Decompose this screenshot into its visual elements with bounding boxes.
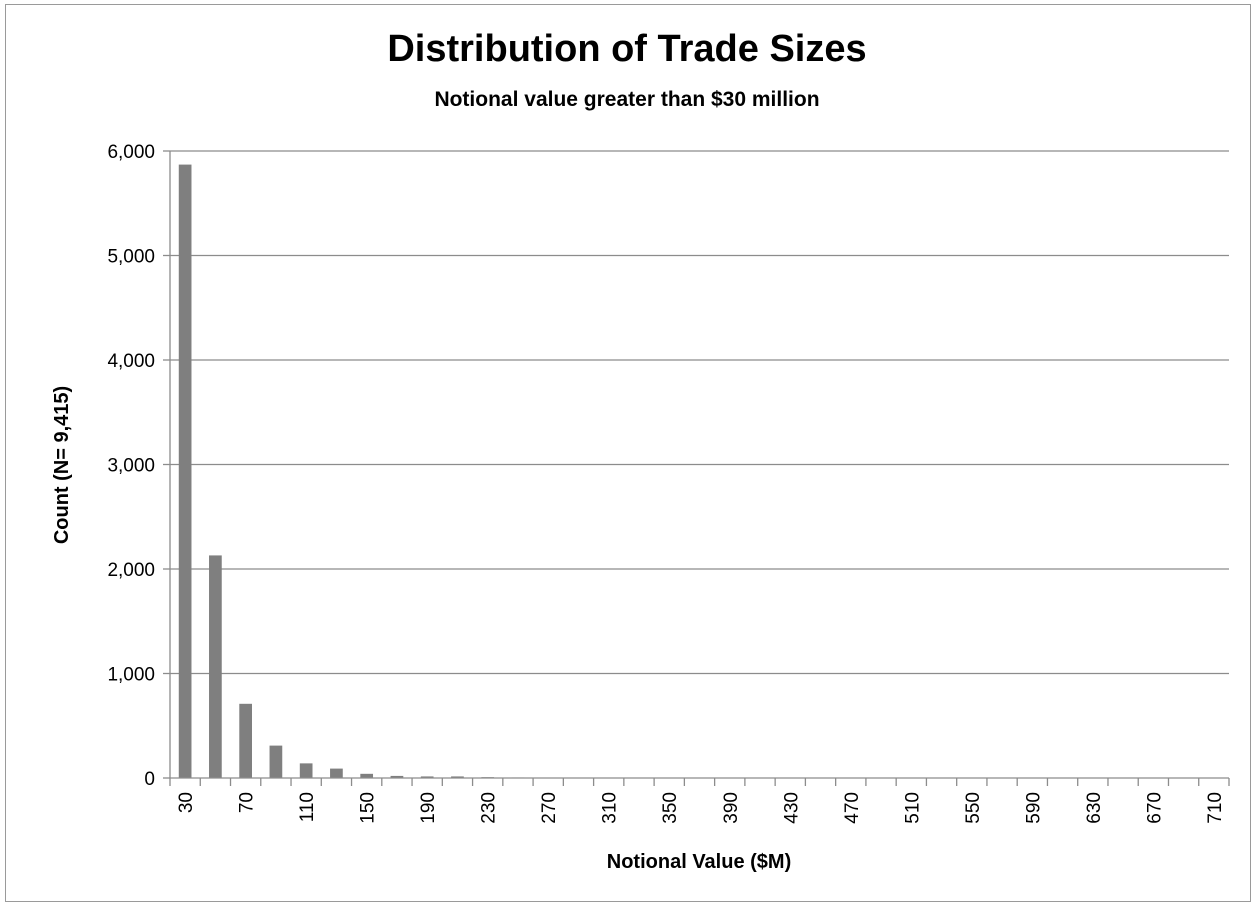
bars [178,164,1221,778]
x-tick-label: 270 [539,792,560,824]
x-axis-title: Notional Value ($M) [607,851,791,873]
x-tick-label: 510 [902,792,923,824]
bar [178,164,192,778]
bar [269,745,283,778]
x-tick-label: 590 [1023,792,1044,824]
y-tick-label: 2,000 [107,560,155,581]
y-tick-label: 6,000 [107,142,155,163]
bar [330,768,343,778]
x-tick-label: 310 [600,792,621,824]
x-tick-label: 190 [418,792,439,824]
x-tick-label: 30 [176,792,197,813]
x-tick-label: 430 [781,792,802,824]
gridlines [170,150,1229,675]
x-tick-label: 70 [237,792,258,813]
y-tick-label: 5,000 [107,247,155,268]
x-tick-label: 350 [660,792,681,824]
chart-title: Distribution of Trade Sizes [387,28,867,70]
x-tick-label: 230 [479,792,500,824]
bar [420,776,434,778]
chart-subtitle: Notional value greater than $30 million [434,88,820,111]
x-tick-label: 710 [1205,792,1226,824]
y-tick-label: 1,000 [107,665,155,686]
x-tick-label: 630 [1084,792,1105,824]
y-tick-label: 3,000 [107,456,155,477]
x-tick-label: 670 [1144,792,1165,824]
y-tick-label: 4,000 [107,351,155,372]
x-tick-label: 550 [963,792,984,824]
x-tick-label: 470 [842,792,863,824]
x-tick-labels: 30 70 110 150 190 230 270 310 350 390 430 470 510 550… [176,792,1226,824]
y-tick-label: 0 [144,769,155,790]
bar [360,773,374,778]
y-tick-labels: 0 1,000 2,000 3,000 4,000 5,000 6,000 [107,142,155,790]
bar [239,703,252,778]
bar [209,555,222,778]
x-tick-label: 110 [297,792,318,822]
axes [163,150,1230,786]
x-tick-label: 390 [721,792,742,824]
y-axis-title: Count (N= 9,415) [51,386,73,544]
x-tick-label: 150 [358,792,379,824]
bar [390,775,404,778]
bar [299,763,313,778]
bar [451,776,464,778]
